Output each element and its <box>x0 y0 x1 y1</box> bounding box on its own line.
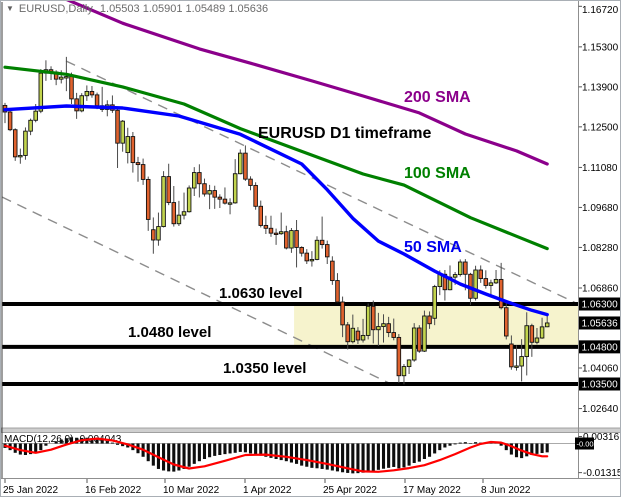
svg-text:17 May 2022: 17 May 2022 <box>403 485 461 496</box>
svg-text:1.08280: 1.08280 <box>582 243 619 254</box>
svg-text:1.06300: 1.06300 <box>582 300 619 311</box>
annotation-eurusd-d1-timeframe: EURUSD D1 timeframe <box>258 125 431 142</box>
svg-text:10 Mar 2022: 10 Mar 2022 <box>163 485 220 496</box>
svg-text:-0.0040: -0.0040 <box>577 440 602 449</box>
annotation-1-0350-level: 1.0350 level <box>223 360 306 377</box>
sma-200-line[interactable] <box>66 1 549 166</box>
annotation-50-sma: 50 SMA <box>404 239 462 256</box>
chart-frame <box>1 1 620 479</box>
annotation-200-sma: 200 SMA <box>404 89 471 106</box>
trendline-dashed[interactable] <box>1 60 579 384</box>
svg-text:25 Jan 2022: 25 Jan 2022 <box>3 485 58 496</box>
macd-value-badge: -0.0040 <box>575 437 602 450</box>
svg-text:25 Apr 2022: 25 Apr 2022 <box>323 485 377 496</box>
svg-text:-0.013158: -0.013158 <box>583 468 621 479</box>
price-badge: 1.05636 <box>579 316 620 330</box>
time-axis[interactable]: 25 Jan 2022 16 Feb 2022 10 Mar 2022 1 Apr 2… <box>3 479 531 496</box>
chart-annotations: 200 SMA EURUSD D1 timeframe 100 SMA 50 SMA 1… <box>128 89 471 377</box>
svg-text:1.04800: 1.04800 <box>582 342 619 353</box>
pane-divider[interactable] <box>1 427 621 433</box>
price-axis[interactable]: 1.16720 1.15300 1.13900 1.12500 1.11080 1.096… <box>575 5 621 479</box>
ohlc-values: 1.05503 1.05901 1.05489 1.05636 <box>99 3 269 15</box>
svg-text:1.05636: 1.05636 <box>582 318 619 329</box>
price-badge: 1.04800 <box>579 340 620 354</box>
triangle-down-icon[interactable]: ▼ <box>6 4 14 13</box>
svg-text:1.13900: 1.13900 <box>582 82 619 93</box>
svg-text:1 Apr 2022: 1 Apr 2022 <box>243 485 292 496</box>
svg-text:1.09680: 1.09680 <box>582 203 619 214</box>
macd-signal-line <box>3 437 549 473</box>
svg-text:1.04060: 1.04060 <box>582 363 619 374</box>
svg-text:0.00316: 0.00316 <box>583 432 620 443</box>
macd-histogram <box>3 437 549 474</box>
price-badge: 1.06300 <box>579 297 620 311</box>
annotation-1-0630-level: 1.0630 level <box>219 285 302 302</box>
price-badge: 1.03500 <box>579 377 620 391</box>
svg-text:1.12500: 1.12500 <box>582 122 619 133</box>
sma-50-line[interactable] <box>3 104 549 317</box>
annotation-1-0480-level: 1.0480 level <box>128 324 211 341</box>
support-level-lines[interactable] <box>2 302 578 386</box>
svg-text:1.06860: 1.06860 <box>582 284 619 295</box>
macd-indicator-label: MACD(12,26,9) -0.004043 <box>4 434 122 445</box>
svg-text:1.03500: 1.03500 <box>582 379 619 390</box>
symbol-period-label: EURUSD,Daily <box>18 3 93 15</box>
annotation-100-sma: 100 SMA <box>404 165 471 182</box>
sma-100-line[interactable] <box>3 65 549 251</box>
svg-text:8 Jun 2022: 8 Jun 2022 <box>481 485 531 496</box>
svg-text:1.02640: 1.02640 <box>582 404 619 415</box>
svg-text:1.16720: 1.16720 <box>582 5 619 16</box>
chart-header: ▼ EURUSD,Daily 1.05503 1.05901 1.05489 1.0… <box>6 3 268 15</box>
svg-text:1.15300: 1.15300 <box>582 42 619 53</box>
candlestick-series <box>2 56 550 385</box>
svg-text:16 Feb 2022: 16 Feb 2022 <box>85 485 142 496</box>
svg-text:1.11080: 1.11080 <box>582 163 618 174</box>
